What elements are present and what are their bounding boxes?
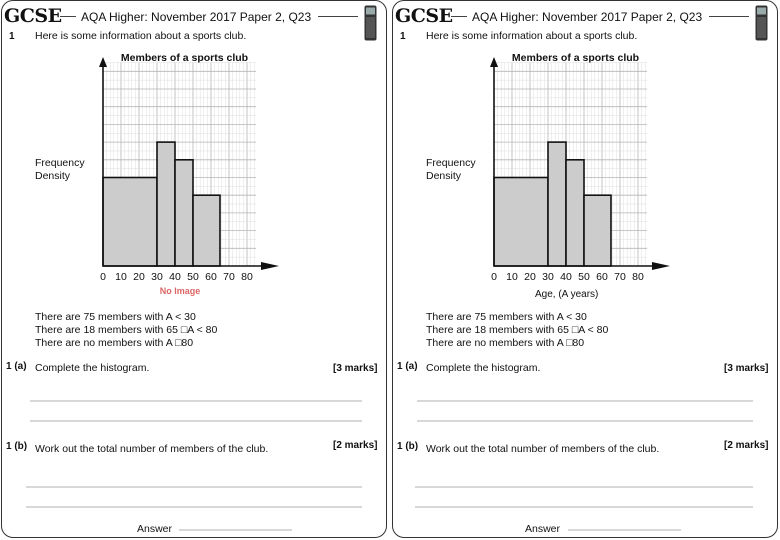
histogram-bar: [493, 176, 549, 267]
x-tick-label: 0: [100, 271, 106, 283]
part-b-text: Work out the total number of members of …: [35, 443, 269, 455]
x-axis-label: Age, (A years): [535, 289, 599, 300]
gcse-logo: GCSE: [4, 5, 62, 27]
y-axis-label-line: Frequency: [426, 157, 476, 169]
part-b-marks: [2 marks]: [333, 440, 378, 451]
x-tick-label: 40: [169, 271, 181, 283]
working-line[interactable]: [26, 486, 362, 488]
part-a-marks: [3 marks]: [724, 363, 769, 374]
working-line[interactable]: [415, 486, 753, 488]
x-tick-label: 50: [187, 271, 199, 283]
chart-title: Members of a sports club: [120, 52, 249, 64]
y-axis-label-line: Density: [426, 170, 462, 182]
x-tick-label: 40: [560, 271, 572, 283]
part-a-marks: [3 marks]: [333, 363, 378, 374]
histogram-bar: [192, 194, 221, 267]
part-b-marks: [2 marks]: [724, 440, 769, 451]
histogram-bar: [174, 159, 194, 267]
histogram-bar: [102, 176, 158, 267]
worksheet-panel-right: GCSE AQA Higher: November 2017 Paper 2, …: [392, 0, 778, 538]
info-line-2: There are 18 members with 65 □A < 80: [426, 324, 609, 336]
working-line[interactable]: [417, 420, 753, 422]
part-b-text: Work out the total number of members of …: [426, 443, 660, 455]
x-tick-label: 30: [151, 271, 163, 283]
y-axis-label: Frequency Density: [426, 157, 476, 183]
part-a-text: Complete the histogram.: [35, 362, 150, 374]
answer-label: Answer: [137, 523, 173, 535]
header-rule: [451, 16, 467, 18]
header-rule: [709, 16, 749, 18]
part-b-label: 1 (b): [397, 441, 419, 452]
x-tick-label: 80: [241, 271, 253, 283]
histogram-chart: 0 10 20 30 40 50 60 70 80: [99, 57, 279, 283]
calculator-icon: [364, 5, 377, 41]
header-title: AQA Higher: November 2017 Paper 2, Q23: [472, 10, 703, 24]
x-tick-label: 60: [596, 271, 608, 283]
y-axis-arrow: [99, 57, 107, 67]
working-line[interactable]: [415, 506, 753, 508]
chart-title: Members of a sports club: [511, 52, 640, 64]
answer-line[interactable]: [179, 529, 292, 531]
y-axis-label: Frequency Density: [35, 157, 85, 183]
part-b-label: 1 (b): [6, 441, 28, 452]
x-tick-label: 20: [133, 271, 145, 283]
x-tick-label: 10: [115, 271, 127, 283]
info-line-3: There are no members with A □80: [426, 337, 585, 349]
x-tick-label: 70: [223, 271, 235, 283]
part-a-label: 1 (a): [6, 361, 27, 372]
answer-line[interactable]: [568, 529, 681, 531]
x-axis-arrow: [652, 262, 670, 270]
working-line[interactable]: [417, 400, 753, 402]
part-a-label: 1 (a): [397, 361, 418, 372]
histogram-bar: [565, 159, 585, 267]
info-line-1: There are 75 members with A < 30: [35, 311, 196, 323]
x-tick-label: 70: [614, 271, 626, 283]
x-tick-label: 10: [506, 271, 518, 283]
y-axis-label-line: Density: [35, 170, 71, 182]
x-tick-label: 60: [205, 271, 217, 283]
header-rule: [318, 16, 358, 18]
x-tick-label: 0: [491, 271, 497, 283]
header-rule: [60, 16, 76, 18]
info-line-1: There are 75 members with A < 30: [426, 311, 587, 323]
histogram-bar: [547, 141, 567, 267]
info-line-2: There are 18 members with 65 □A < 80: [35, 324, 218, 336]
histogram-bar: [156, 141, 176, 267]
working-line[interactable]: [26, 506, 362, 508]
question-intro: Here is some information about a sports …: [35, 30, 247, 42]
info-line-3: There are no members with A □80: [35, 337, 194, 349]
question-number: 1: [400, 31, 406, 42]
y-axis-arrow: [490, 57, 498, 67]
header-title: AQA Higher: November 2017 Paper 2, Q23: [81, 10, 312, 24]
worksheet-panel-left: GCSE AQA Higher: November 2017 Paper 2, …: [1, 0, 387, 538]
working-line[interactable]: [30, 420, 362, 422]
y-axis-label-line: Frequency: [35, 157, 85, 169]
question-intro: Here is some information about a sports …: [426, 30, 638, 42]
x-tick-label: 30: [542, 271, 554, 283]
x-tick-label: 20: [524, 271, 536, 283]
working-line[interactable]: [30, 400, 362, 402]
part-a-text: Complete the histogram.: [426, 362, 541, 374]
histogram-bar: [583, 194, 612, 267]
x-tick-label: 80: [632, 271, 644, 283]
x-axis-arrow: [261, 262, 279, 270]
x-tick-label: 50: [578, 271, 590, 283]
question-number: 1: [9, 31, 15, 42]
histogram-chart: 0 10 20 30 40 50 60 70 80: [490, 57, 670, 283]
missing-image-placeholder: No Image: [159, 286, 201, 296]
gcse-logo: GCSE: [395, 5, 453, 27]
answer-label: Answer: [525, 523, 561, 535]
calculator-icon: [755, 5, 768, 41]
